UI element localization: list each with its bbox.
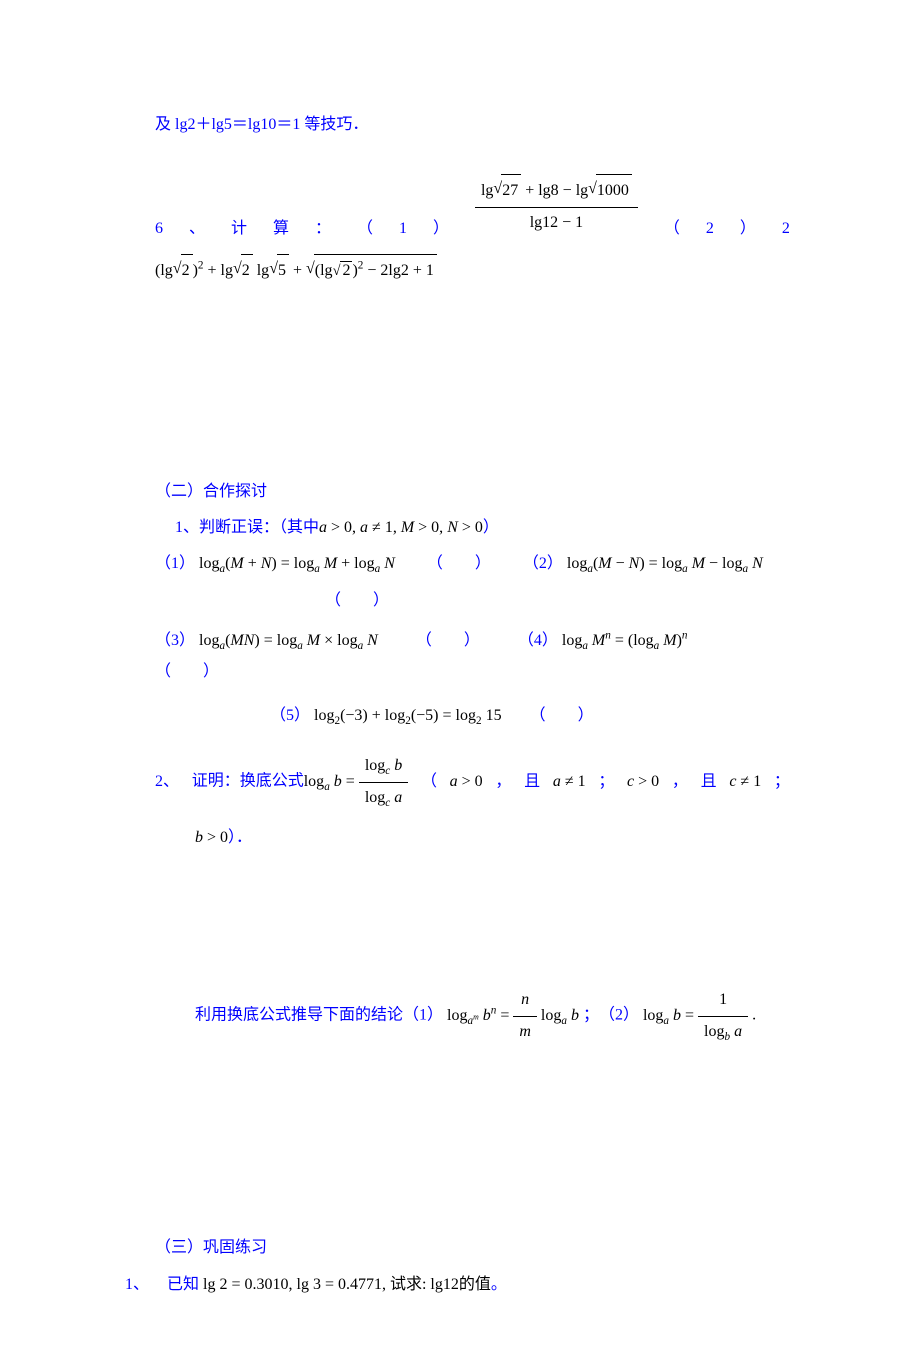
b-q2s-e1: logam bn = nm loga b <box>447 1007 579 1024</box>
b-q2-h: ， <box>672 767 688 797</box>
p6-expr1: lg√27 + lg8 − lg√1000 lg12 − 1 <box>475 174 638 238</box>
b-q2s-sep: ； （2） <box>583 1007 639 1024</box>
p6-w2: 算 <box>273 214 289 244</box>
b-q2s-lead: 利用换底公式推导下面的结论（1） <box>195 1007 443 1024</box>
b-q2-l2a: b > 0 <box>195 829 228 846</box>
b-q2-a1: a > 0 <box>450 767 483 797</box>
p6-1b: ） <box>433 214 449 244</box>
b-q1-lead: 1、判断正误：（其中 <box>175 519 319 536</box>
c-q1-lead: 1、 <box>125 1276 149 1293</box>
b-i1-2: （1） loga(M + N) = loga M + loga N （ ） （2… <box>155 549 790 579</box>
b-i4-expr: loga Mn = (loga M)n <box>562 632 688 649</box>
b-i4-no: （4） <box>518 632 558 649</box>
c-q1-expr: lg 2 = 0.3010, lg 3 = 0.4771, 试求: lg12的值 <box>203 1276 491 1293</box>
b-q2s-e2: loga b = 1logb a <box>643 1007 748 1024</box>
section-c-title: （三）巩固练习 <box>155 1233 790 1263</box>
p6-num: 6 <box>155 214 163 244</box>
b-q2-line2: b > 0）． <box>155 823 790 853</box>
p6-w1: 计 <box>231 214 247 244</box>
b-q2-j: c ≠ 1 <box>729 767 761 797</box>
b-q2-line1: 2、 证明：换底公式loga b = logc blogc a （ a > 0 … <box>155 751 790 813</box>
b-q2-a2: a ≠ 1 <box>553 767 586 797</box>
b-i5-blank: （ ） <box>530 707 594 724</box>
b-i1-no: （1） <box>155 555 195 572</box>
p6-trail: 2 <box>782 214 790 244</box>
b-q2-lead: 2、 <box>155 767 179 797</box>
p6-1n: 1 <box>399 214 407 244</box>
b-i1-expr: loga(M + N) = loga M + loga N <box>199 555 395 572</box>
b-q2-f: ； <box>598 767 614 797</box>
b-q1-tail: ） <box>483 519 499 536</box>
c-q1-end: 。 <box>491 1276 507 1293</box>
p6-sep: 、 <box>189 214 205 244</box>
b-q2-g: c > 0 <box>627 767 659 797</box>
b-q2-k: ； <box>774 767 790 797</box>
p6-2a: （ <box>664 214 680 244</box>
b-i5-no: （5） <box>270 707 310 724</box>
b-q2-d: 且 <box>524 767 540 797</box>
c-q1: 1、 已知 lg 2 = 0.3010, lg 3 = 0.4771, 试求: … <box>125 1270 790 1300</box>
b-i3-blank: （ ） <box>416 632 480 649</box>
b-i2-blank: （ ） <box>325 592 389 609</box>
p6-2n: 2 <box>706 214 714 244</box>
tip-text: 及 lg2＋lg5＝lg10＝1 等技巧． <box>155 116 368 133</box>
b-q1-head: 1、判断正误：（其中a > 0, a ≠ 1, M > 0, N > 0） <box>155 513 790 543</box>
b-q2s-end: . <box>752 1007 756 1024</box>
tip-line: 及 lg2＋lg5＝lg10＝1 等技巧． <box>155 110 790 140</box>
b-q2-l2b: ）． <box>228 829 252 846</box>
b-i2-blank-row: （ ） <box>155 586 790 616</box>
b-q2-sub: 利用换底公式推导下面的结论（1） logam bn = nm loga b ； … <box>155 985 790 1047</box>
problem-6-line2: (lg√2)2 + lg√2 lg√5 + √(lg√2)2 − 2lg2 + … <box>155 254 790 286</box>
b-i1-blank: （ ） <box>427 555 491 572</box>
section-b-title: （二）合作探讨 <box>155 477 790 507</box>
problem-6-line1: 6 、 计 算 ： （ 1 ） lg√27 + lg8 − lg√1000 lg… <box>155 180 790 244</box>
b-q2-word: 证明：换底公式 <box>192 773 304 790</box>
b-i4-blank: （ ） <box>155 663 219 680</box>
b-i5: （5） log2(−3) + log2(−5) = log2 15 （ ） <box>155 701 790 731</box>
b-q2-formula: loga b = logc blogc a <box>304 773 409 790</box>
b-i2-expr: loga(M − N) = loga M − loga N <box>567 555 763 572</box>
page: 及 lg2＋lg5＝lg10＝1 等技巧． 6 、 计 算 ： （ 1 ） lg… <box>0 0 920 1366</box>
p6-colon: ： <box>315 214 331 244</box>
b-q2-i: 且 <box>701 767 717 797</box>
b-q2-c1: ， <box>495 767 511 797</box>
b-i5-expr: log2(−3) + log2(−5) = log2 15 <box>314 707 502 724</box>
p6-1a: （ <box>357 214 373 244</box>
b-i2-no: （2） <box>523 555 563 572</box>
b-i3-no: （3） <box>155 632 195 649</box>
b-i3-4: （3） loga(MN) = loga M × loga N （ ） （4） l… <box>155 626 790 687</box>
c-q1-word: 已知 <box>167 1276 199 1293</box>
b-q2-pa: （ <box>421 767 437 797</box>
p6-2b: ） <box>740 214 756 244</box>
b-i3-expr: loga(MN) = loga M × loga N <box>199 632 378 649</box>
